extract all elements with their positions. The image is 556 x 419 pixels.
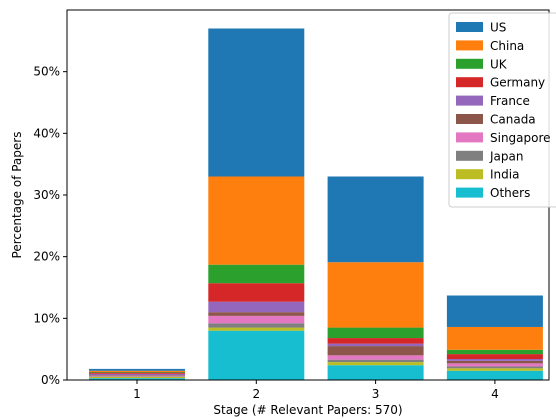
bar-segment-stage-2-canada bbox=[208, 312, 305, 316]
legend-label-us: US bbox=[490, 21, 506, 35]
legend-swatch-us bbox=[456, 22, 483, 32]
legend-label-india: India bbox=[490, 168, 519, 182]
bar-segment-stage-2-japan bbox=[208, 323, 305, 328]
bar-segment-stage-3-us bbox=[327, 176, 424, 263]
bar-segment-stage-2-us bbox=[208, 28, 305, 177]
x-tick-label: 4 bbox=[491, 387, 499, 401]
legend-swatch-china bbox=[456, 40, 483, 51]
bar-segment-stage-3-france bbox=[327, 343, 424, 347]
bar-segment-stage-4-france bbox=[446, 359, 543, 361]
bar-segment-stage-2-france bbox=[208, 301, 305, 313]
y-tick-label: 50% bbox=[33, 65, 60, 79]
legend-label-china: China bbox=[490, 39, 524, 53]
legend-swatch-canada bbox=[456, 114, 483, 124]
legend-swatch-india bbox=[456, 169, 483, 180]
bar-segment-stage-1-singapore bbox=[89, 375, 185, 377]
bar-segment-stage-3-uk bbox=[327, 327, 424, 339]
bar-segment-stage-3-others bbox=[327, 365, 424, 380]
bar-segment-stage-1-india bbox=[89, 376, 185, 379]
y-tick-label: 40% bbox=[33, 126, 60, 140]
bar-segment-stage-4-others bbox=[446, 370, 543, 380]
x-tick-label: 1 bbox=[133, 387, 141, 401]
bar-segment-stage-1-others bbox=[89, 378, 185, 380]
bar-segment-stage-3-china bbox=[327, 262, 424, 328]
legend-label-germany: Germany bbox=[490, 76, 545, 90]
y-tick-label: 0% bbox=[41, 373, 60, 387]
y-axis-label: Percentage of Papers bbox=[10, 132, 24, 259]
legend-label-others: Others bbox=[490, 186, 530, 200]
legend-swatch-singapore bbox=[456, 132, 483, 143]
legend-label-singapore: Singapore bbox=[490, 131, 551, 145]
x-axis: 1 2 3 4 bbox=[133, 380, 499, 401]
bar-segment-stage-4-germany bbox=[446, 354, 543, 360]
bar-segment-stage-1-us bbox=[89, 368, 185, 371]
bars-layer bbox=[89, 28, 543, 380]
bar-segment-stage-3-india bbox=[327, 362, 424, 366]
legend-label-uk: UK bbox=[490, 57, 508, 71]
bar-segment-stage-2-others bbox=[208, 330, 305, 380]
legend-swatch-others bbox=[456, 187, 483, 198]
x-tick-label: 2 bbox=[252, 387, 260, 401]
bar-segment-stage-4-china bbox=[446, 326, 543, 350]
bar-segment-stage-4-india bbox=[446, 368, 543, 371]
bar-segment-stage-1-uk bbox=[89, 371, 185, 373]
bar-segment-stage-1-japan bbox=[89, 376, 185, 377]
legend-swatch-france bbox=[456, 95, 483, 106]
x-axis-label: Stage (# Relevant Papers: 570) bbox=[213, 403, 402, 417]
bar-segment-stage-2-india bbox=[208, 327, 305, 331]
y-tick-label: 10% bbox=[33, 311, 60, 325]
y-tick-label: 20% bbox=[33, 250, 60, 264]
legend-label-japan: Japan bbox=[489, 149, 523, 163]
y-tick-label: 30% bbox=[33, 188, 60, 202]
bar-segment-stage-4-canada bbox=[446, 360, 543, 364]
y-axis: 0% 10% 20% 30% 40% 50% bbox=[33, 65, 67, 387]
bar-segment-stage-4-singapore bbox=[446, 363, 543, 367]
x-tick-label: 3 bbox=[372, 387, 380, 401]
bar-segment-stage-3-germany bbox=[327, 338, 424, 344]
bar-segment-stage-4-uk bbox=[446, 349, 543, 355]
legend-swatch-germany bbox=[456, 77, 483, 88]
bar-segment-stage-3-canada bbox=[327, 346, 424, 356]
bar-segment-stage-2-singapore bbox=[208, 315, 305, 324]
bar-segment-stage-3-japan bbox=[327, 359, 424, 363]
bar-segment-stage-3-singapore bbox=[327, 355, 424, 360]
bar-segment-stage-2-germany bbox=[208, 283, 305, 302]
bar-segment-stage-2-china bbox=[208, 176, 305, 265]
legend-swatch-japan bbox=[456, 150, 483, 161]
legend-label-france: France bbox=[490, 94, 530, 108]
bar-segment-stage-1-canada bbox=[89, 375, 185, 376]
bar-segment-stage-1-germany bbox=[89, 372, 185, 374]
bar-segment-stage-1-china bbox=[89, 370, 185, 372]
legend: US China UK Germany France Canada Singapore Jap… bbox=[448, 12, 556, 208]
bar-segment-stage-2-uk bbox=[208, 264, 305, 284]
bar-segment-stage-4-us bbox=[446, 295, 543, 327]
bar-segment-stage-4-japan bbox=[446, 366, 543, 369]
legend-label-canada: Canada bbox=[490, 113, 536, 127]
legend-swatch-uk bbox=[456, 58, 483, 69]
bar-segment-stage-1-france bbox=[89, 373, 185, 376]
